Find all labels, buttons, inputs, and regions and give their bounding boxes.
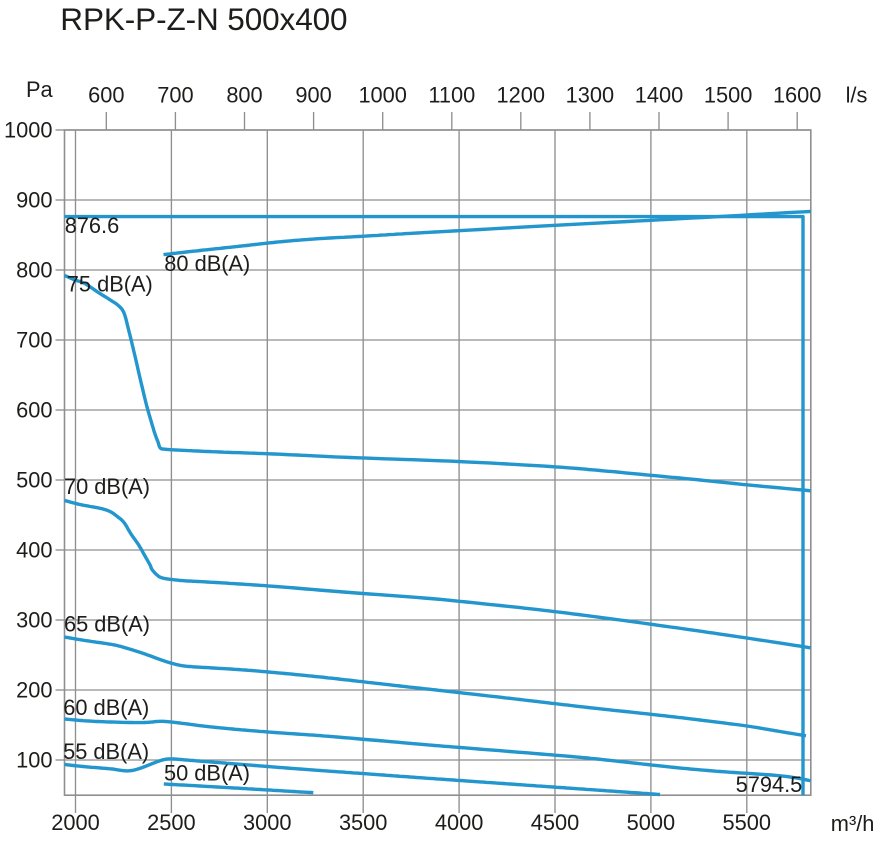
svg-text:l/s: l/s xyxy=(846,83,868,108)
svg-text:500: 500 xyxy=(16,468,52,493)
svg-text:876.6: 876.6 xyxy=(65,213,120,238)
svg-text:1600: 1600 xyxy=(773,83,822,108)
svg-text:600: 600 xyxy=(88,83,124,108)
svg-text:3000: 3000 xyxy=(243,810,292,835)
svg-text:2500: 2500 xyxy=(147,810,196,835)
svg-text:3500: 3500 xyxy=(339,810,388,835)
svg-text:m³/h: m³/h xyxy=(831,811,875,836)
svg-text:100: 100 xyxy=(16,748,52,773)
svg-text:5500: 5500 xyxy=(723,810,772,835)
svg-text:600: 600 xyxy=(16,398,52,423)
svg-text:300: 300 xyxy=(16,608,52,633)
svg-text:4500: 4500 xyxy=(531,810,580,835)
svg-text:60 dB(A): 60 dB(A) xyxy=(63,695,149,720)
svg-text:800: 800 xyxy=(226,83,262,108)
svg-text:Pa: Pa xyxy=(26,77,54,102)
svg-text:200: 200 xyxy=(16,678,52,703)
svg-text:55 dB(A): 55 dB(A) xyxy=(63,739,149,764)
svg-text:700: 700 xyxy=(157,83,193,108)
svg-text:2000: 2000 xyxy=(51,810,100,835)
svg-text:1500: 1500 xyxy=(704,83,753,108)
svg-text:1100: 1100 xyxy=(428,83,475,108)
svg-text:900: 900 xyxy=(16,188,52,213)
svg-text:800: 800 xyxy=(16,258,52,283)
svg-text:70 dB(A): 70 dB(A) xyxy=(64,474,150,499)
svg-text:400: 400 xyxy=(16,538,52,563)
svg-text:1200: 1200 xyxy=(497,83,546,108)
svg-text:RPK-P-Z-N 500x400: RPK-P-Z-N 500x400 xyxy=(60,1,347,37)
svg-text:1000: 1000 xyxy=(358,83,407,108)
svg-text:700: 700 xyxy=(16,328,52,353)
svg-text:65 dB(A): 65 dB(A) xyxy=(64,611,150,636)
svg-text:900: 900 xyxy=(295,83,331,108)
svg-text:80 dB(A): 80 dB(A) xyxy=(164,251,250,276)
svg-text:75 dB(A): 75 dB(A) xyxy=(67,272,153,297)
svg-text:1400: 1400 xyxy=(635,83,684,108)
svg-text:1300: 1300 xyxy=(566,83,615,108)
svg-text:1000: 1000 xyxy=(4,118,53,143)
svg-text:5794.5: 5794.5 xyxy=(736,772,803,797)
svg-text:4000: 4000 xyxy=(435,810,484,835)
svg-text:50 dB(A): 50 dB(A) xyxy=(164,760,250,785)
svg-text:5000: 5000 xyxy=(627,810,676,835)
